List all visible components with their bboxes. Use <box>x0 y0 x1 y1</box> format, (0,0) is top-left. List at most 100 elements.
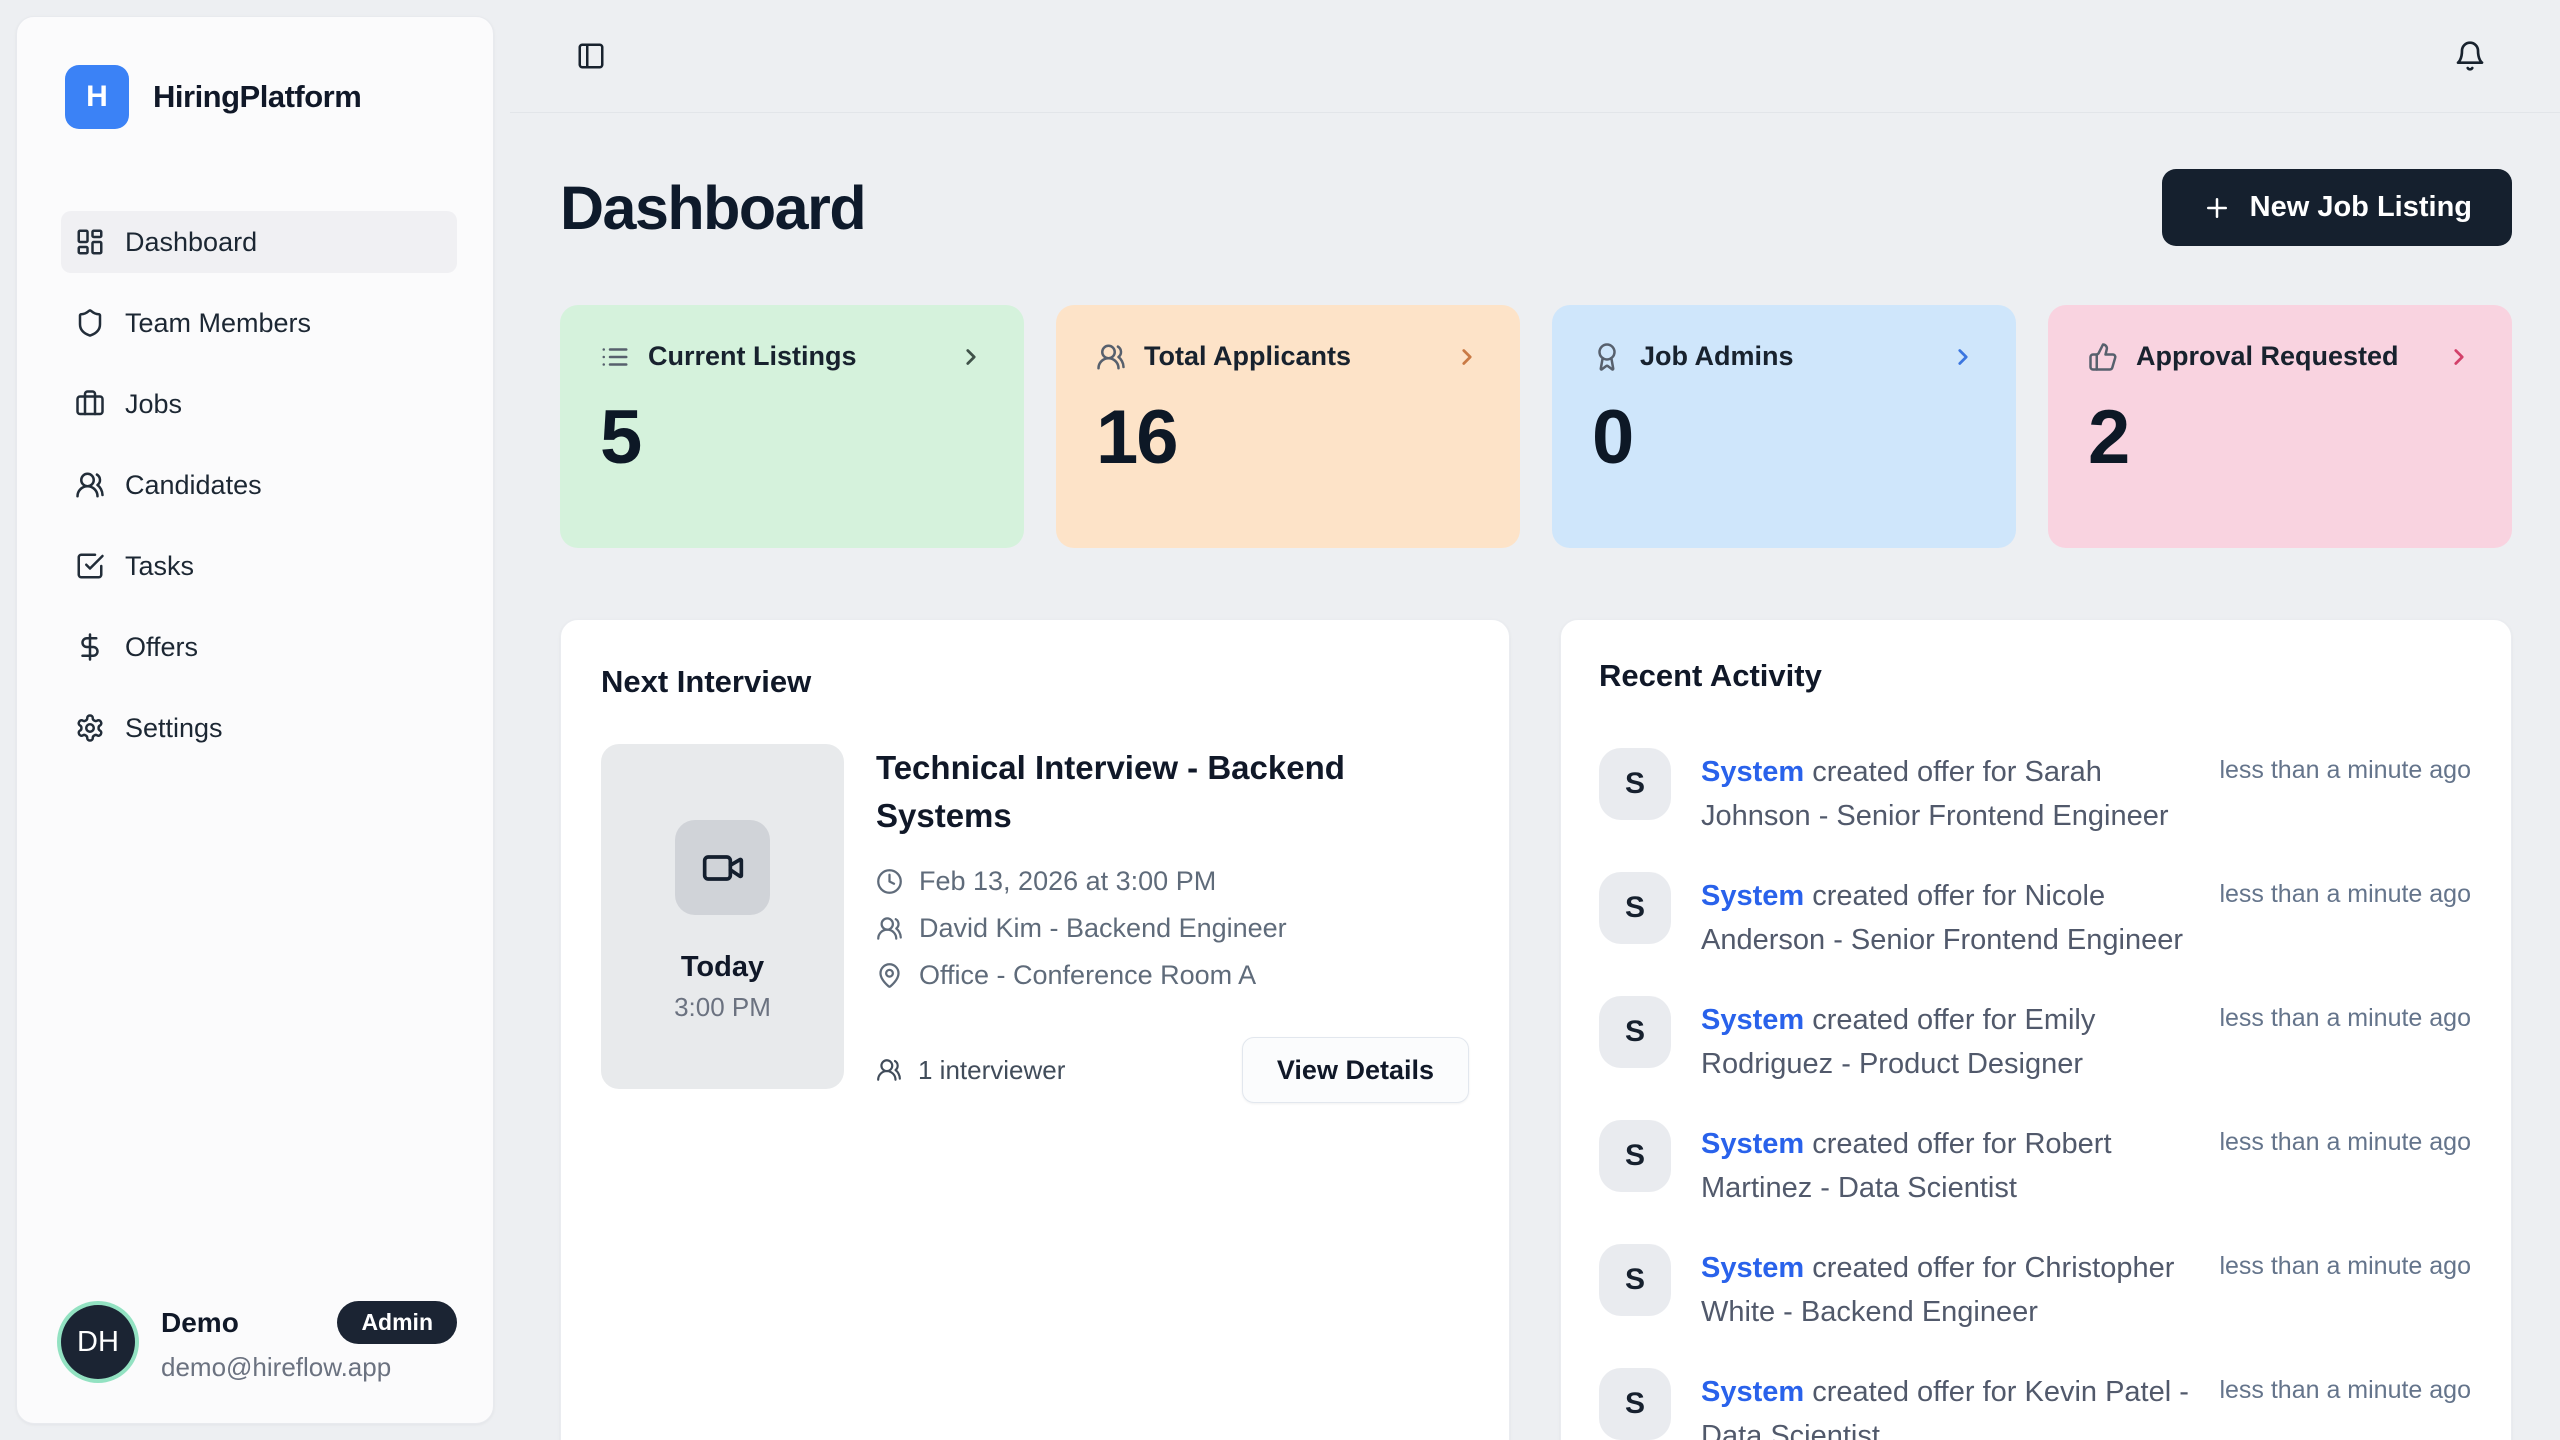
activity-item: S System created offer for Christopher W… <box>1599 1244 2471 1334</box>
user-profile[interactable]: DH Demo Admin demo@hireflow.app <box>61 1301 457 1383</box>
sidebar-nav: Dashboard Team Members Jobs Candidates <box>61 211 457 778</box>
activity-text: System created offer for Emily Rodriguez… <box>1701 996 2189 1086</box>
sidebar-item-jobs[interactable]: Jobs <box>61 373 457 435</box>
stat-value: 16 <box>1096 395 1179 480</box>
activity-text: System created offer for Christopher Whi… <box>1701 1244 2189 1334</box>
sidebar-toggle-icon[interactable] <box>576 41 606 71</box>
sidebar-item-team-members[interactable]: Team Members <box>61 292 457 354</box>
interview-location: Office - Conference Room A <box>919 960 1257 990</box>
new-job-listing-button[interactable]: New Job Listing <box>2161 169 2512 246</box>
interview-time: 3:00 PM <box>674 992 771 1022</box>
user-name: Demo <box>161 1306 239 1338</box>
shield-icon <box>75 308 105 338</box>
activity-avatar: S <box>1599 1244 1671 1316</box>
sidebar-item-label: Dashboard <box>125 226 258 257</box>
activity-actor-link[interactable]: System <box>1701 1376 1805 1408</box>
stat-label: Job Admins <box>1640 341 1794 371</box>
dashboard-content: Dashboard New Job Listing Current Listin… <box>510 113 2560 1440</box>
activity-actor-link[interactable]: System <box>1701 1252 1805 1284</box>
main-area: Dashboard New Job Listing Current Listin… <box>510 0 2560 1440</box>
activity-action: created offer for Robert Martinez - Data… <box>1701 1128 2112 1204</box>
activity-item: S System created offer for Robert Martin… <box>1599 1120 2471 1210</box>
sidebar-item-label: Tasks <box>125 550 195 581</box>
users-icon <box>75 470 105 500</box>
activity-avatar: S <box>1599 748 1671 820</box>
activity-action: created offer for Sarah Johnson - Senior… <box>1701 756 2169 832</box>
stat-label: Approval Requested <box>2136 341 2399 371</box>
app-brand: H HiringPlatform <box>65 65 457 129</box>
bell-icon[interactable] <box>2454 40 2486 72</box>
video-tile <box>675 820 770 915</box>
chevron-right-icon[interactable] <box>1950 344 1976 370</box>
stat-card-job-admins[interactable]: Job Admins 0 <box>1552 305 2016 548</box>
activity-action: created offer for Nicole Anderson - Seni… <box>1701 880 2184 956</box>
sidebar-item-candidates[interactable]: Candidates <box>61 454 457 516</box>
chevron-right-icon[interactable] <box>1454 344 1480 370</box>
stat-card-current-listings[interactable]: Current Listings 5 <box>560 305 1024 548</box>
activity-text: System created offer for Kevin Patel - D… <box>1701 1368 2189 1440</box>
award-icon <box>1592 342 1622 372</box>
activity-actor-link[interactable]: System <box>1701 1004 1805 1036</box>
activity-text: System created offer for Robert Martinez… <box>1701 1120 2189 1210</box>
briefcase-icon <box>75 389 105 419</box>
activity-timestamp: less than a minute ago <box>2219 1252 2471 1280</box>
gear-icon <box>75 713 105 743</box>
stat-label: Total Applicants <box>1144 341 1352 371</box>
plus-icon <box>2202 193 2232 223</box>
users-icon <box>876 1057 902 1083</box>
map-pin-icon <box>876 962 903 989</box>
stat-value: 5 <box>600 395 642 480</box>
role-badge: Admin <box>337 1301 457 1344</box>
stats-row: Current Listings 5 Total Applicants <box>560 305 2512 548</box>
activity-avatar: S <box>1599 996 1671 1068</box>
app-logo-icon: H <box>65 65 129 129</box>
interviewer-count: 1 interviewer <box>918 1054 1066 1085</box>
stat-card-approval-requested[interactable]: Approval Requested 2 <box>2048 305 2512 548</box>
page-title: Dashboard <box>560 173 867 242</box>
activity-timestamp: less than a minute ago <box>2219 756 2471 784</box>
chevron-right-icon[interactable] <box>958 344 984 370</box>
recent-activity-card: Recent Activity S System created offer f… <box>1560 619 2512 1440</box>
next-interview-card: Next Interview Today 3:00 PM <box>560 619 1510 1440</box>
activity-action: created offer for Christopher White - Ba… <box>1701 1252 2175 1328</box>
activity-text: System created offer for Nicole Anderson… <box>1701 872 2189 962</box>
sidebar: H HiringPlatform Dashboard Team Members <box>16 16 494 1424</box>
activity-avatar: S <box>1599 872 1671 944</box>
activity-action: created offer for Emily Rodriguez - Prod… <box>1701 1004 2096 1080</box>
avatar: DH <box>61 1305 135 1379</box>
interview-datetime: Feb 13, 2026 at 3:00 PM <box>919 866 1217 896</box>
list-icon <box>600 342 630 372</box>
stat-card-total-applicants[interactable]: Total Applicants 16 <box>1056 305 1520 548</box>
activity-item: S System created offer for Sarah Johnson… <box>1599 748 2471 838</box>
clock-icon <box>876 868 903 895</box>
activity-actor-link[interactable]: System <box>1701 756 1805 788</box>
users-icon <box>1096 342 1126 372</box>
sidebar-item-label: Jobs <box>125 388 183 419</box>
sidebar-item-tasks[interactable]: Tasks <box>61 535 457 597</box>
activity-avatar: S <box>1599 1120 1671 1192</box>
user-info: Demo Admin demo@hireflow.app <box>161 1301 457 1383</box>
sidebar-item-dashboard[interactable]: Dashboard <box>61 211 457 273</box>
chevron-right-icon[interactable] <box>2446 344 2472 370</box>
activity-actor-link[interactable]: System <box>1701 880 1805 912</box>
sidebar-item-label: Offers <box>125 631 199 662</box>
activity-list: S System created offer for Sarah Johnson… <box>1599 748 2471 1440</box>
page-header: Dashboard New Job Listing <box>560 169 2512 246</box>
next-interview-title: Next Interview <box>601 664 812 699</box>
sidebar-item-settings[interactable]: Settings <box>61 697 457 759</box>
interview-person: David Kim - Backend Engineer <box>919 913 1287 943</box>
thumbs-up-icon <box>2088 342 2118 372</box>
view-details-button[interactable]: View Details <box>1241 1037 1469 1103</box>
stat-value: 0 <box>1592 395 1634 480</box>
stat-value: 2 <box>2088 395 2130 480</box>
user-email: demo@hireflow.app <box>161 1352 392 1382</box>
sidebar-item-label: Team Members <box>125 307 312 338</box>
activity-timestamp: less than a minute ago <box>2219 880 2471 908</box>
activity-actor-link[interactable]: System <box>1701 1128 1805 1160</box>
stat-label: Current Listings <box>648 341 857 371</box>
dashboard-columns: Next Interview Today 3:00 PM <box>560 619 2512 1440</box>
topbar <box>510 0 2560 113</box>
activity-avatar: S <box>1599 1368 1671 1440</box>
sidebar-item-offers[interactable]: Offers <box>61 616 457 678</box>
